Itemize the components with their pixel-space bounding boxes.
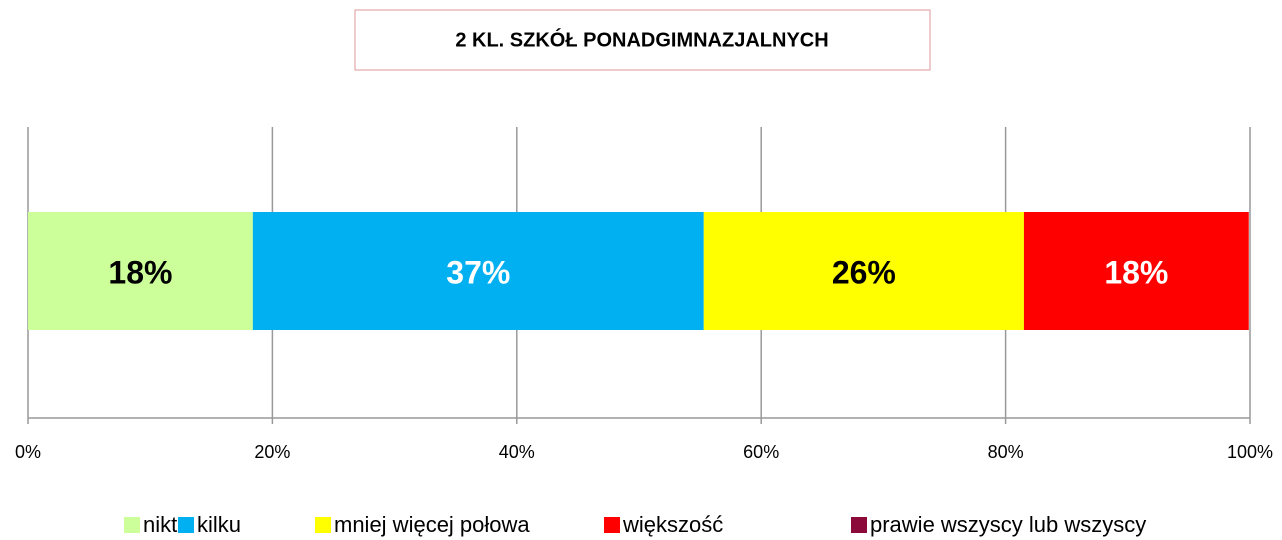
x-tick-label: 20%	[254, 442, 290, 462]
legend-swatch	[851, 517, 867, 533]
data-label: 26%	[832, 254, 896, 290]
legend-label: prawie wszyscy lub wszyscy	[870, 512, 1146, 537]
chart-title: 2 KL. SZKÓŁ PONADGIMNAZJALNYCH	[455, 27, 828, 51]
bar-segment	[703, 212, 1024, 330]
data-label: 37%	[446, 254, 510, 290]
x-tick-label: 40%	[499, 442, 535, 462]
title-box	[354, 9, 931, 71]
legend-label: mniej więcej połowa	[334, 512, 530, 537]
bar-segment	[1023, 212, 1249, 330]
bar-segment	[252, 212, 704, 330]
data-label: 18%	[108, 254, 172, 290]
x-tick-label: 0%	[15, 442, 41, 462]
x-tick-label: 100%	[1227, 442, 1273, 462]
bar-segment	[28, 212, 253, 330]
data-label: 18%	[1104, 254, 1168, 290]
legend-swatch	[315, 517, 331, 533]
legend-swatch	[124, 517, 140, 533]
legend-label: nikt	[143, 512, 177, 537]
legend-swatch	[604, 517, 620, 533]
x-tick-label: 60%	[743, 442, 779, 462]
legend-swatch	[178, 517, 194, 533]
legend-label: kilku	[197, 512, 241, 537]
x-tick-label: 80%	[988, 442, 1024, 462]
legend-label: większość	[622, 512, 723, 537]
